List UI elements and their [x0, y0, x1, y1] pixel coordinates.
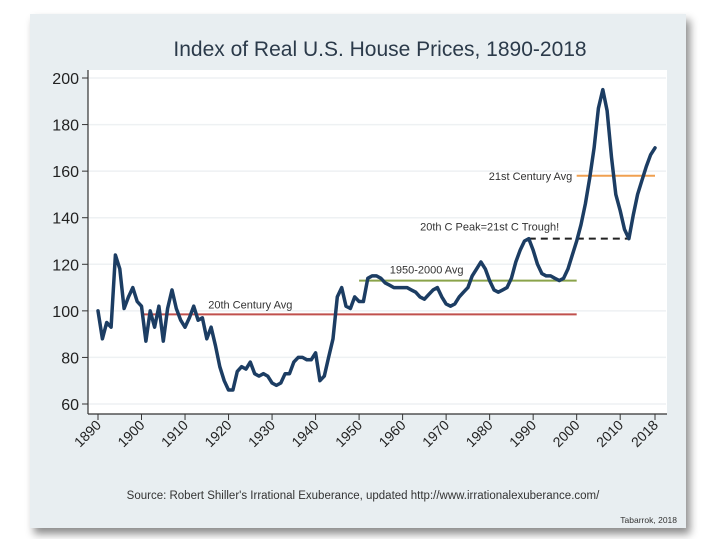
x-tick-label: 2000	[549, 417, 582, 450]
x-tick-label: 2018	[628, 417, 661, 450]
reference-label: 20th C Peak=21st C Trough!	[420, 222, 559, 234]
x-tick-label: 1960	[375, 417, 408, 450]
x-tick-label: 1910	[158, 417, 191, 450]
x-tick-label: 1920	[201, 417, 234, 450]
reference-label: 20th Century Avg	[208, 299, 292, 311]
x-tick-label: 1980	[462, 417, 495, 450]
x-tick-label: 1940	[288, 417, 321, 450]
y-tick-label: 80	[61, 350, 79, 367]
y-tick-label: 180	[52, 118, 79, 135]
y-tick-label: 120	[52, 257, 79, 274]
x-tick-label: 1990	[506, 417, 539, 450]
y-tick-label: 140	[52, 211, 79, 228]
x-tick-label: 2010	[593, 417, 626, 450]
reference-label: 1950-2000 Avg	[390, 265, 464, 277]
x-tick-label: 1970	[419, 417, 452, 450]
x-tick-label: 1930	[245, 417, 278, 450]
x-tick-label: 1950	[332, 417, 365, 450]
series-line	[96, 87, 657, 392]
source-note: Source: Robert Shiller's Irrational Exub…	[127, 490, 600, 502]
y-tick-label: 60	[61, 397, 79, 414]
y-tick-label: 100	[52, 304, 79, 321]
x-tick-label: 1900	[114, 417, 147, 450]
chart-title: Index of Real U.S. House Prices, 1890-20…	[173, 38, 586, 61]
credit-note: Tabarrok, 2018	[620, 515, 677, 525]
reference-label: 21st Century Avg	[489, 171, 573, 183]
plot-area	[88, 70, 667, 414]
y-tick-label: 200	[52, 71, 79, 88]
x-tick-label: 1890	[71, 417, 104, 450]
y-tick-label: 160	[52, 164, 79, 181]
